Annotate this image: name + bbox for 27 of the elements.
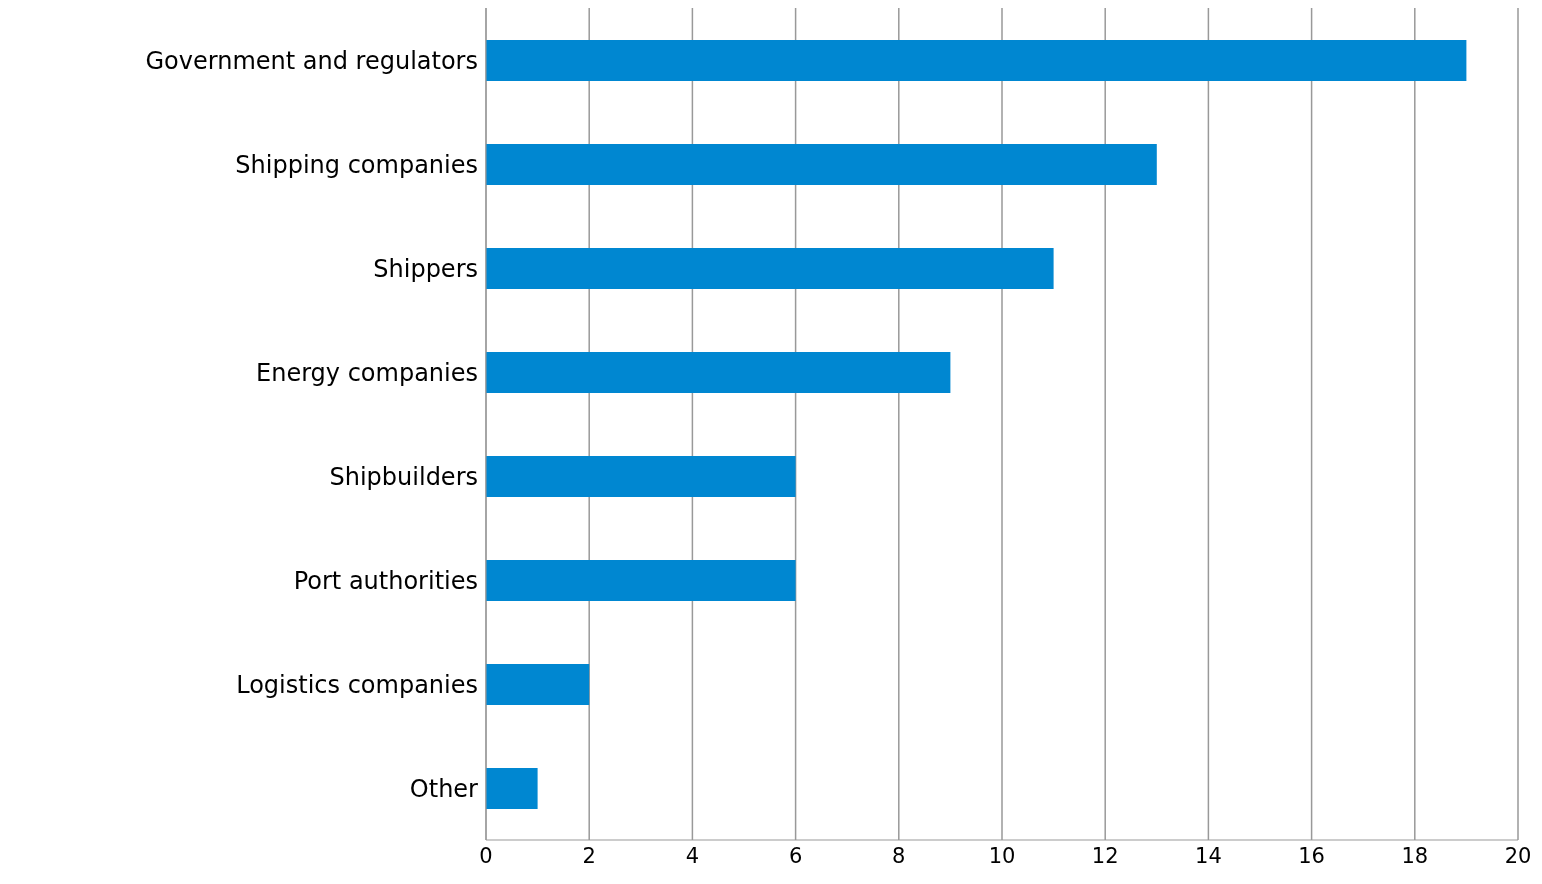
x-tick-label: 8 [892,843,906,868]
y-tick-label: Government and regulators [145,46,478,75]
y-tick-label: Shipbuilders [329,462,478,491]
x-tick-label: 10 [988,843,1016,868]
y-tick-label: Energy companies [256,358,478,387]
x-tick-label: 12 [1091,843,1119,868]
bar [486,248,1054,289]
y-tick-label: Shippers [373,254,478,283]
y-tick-label: Other [409,774,479,803]
bar [486,40,1467,81]
x-tick-label: 16 [1298,843,1325,868]
bar [486,560,796,601]
x-tick-label: 18 [1401,843,1429,868]
bar [486,664,590,705]
bar [486,352,951,393]
x-tick-label: 6 [788,843,803,868]
bar [486,456,796,497]
x-tick-label: 2 [582,843,596,868]
x-tick-label: 0 [479,843,493,868]
x-tick-label: 20 [1504,843,1532,868]
bar [486,144,1157,185]
y-tick-label: Logistics companies [236,670,478,699]
y-tick-label: Port authorities [293,566,478,595]
y-tick-label: Shipping companies [235,150,478,179]
bar [486,768,538,809]
x-tick-label: 14 [1195,843,1222,868]
x-tick-label: 4 [685,843,700,868]
